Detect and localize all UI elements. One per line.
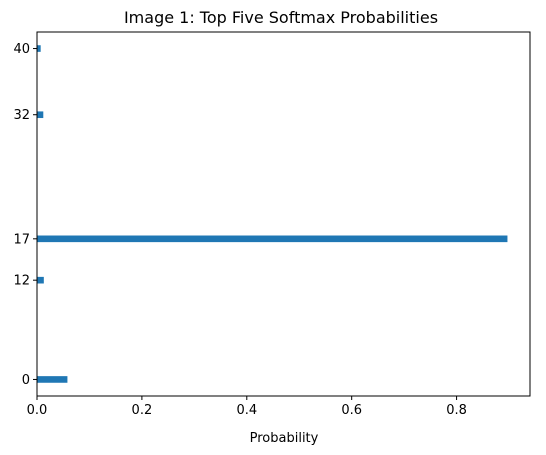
x-axis-ticks: 0.0 0.2 0.4 0.6 0.8 <box>27 396 467 418</box>
bar-17 <box>37 235 508 243</box>
x-axis-label: Probability <box>250 431 319 446</box>
x-tick-label: 0.6 <box>341 403 362 418</box>
x-tick-label: 0.4 <box>236 403 257 418</box>
bar-0 <box>37 376 68 383</box>
x-tick-label: 0.8 <box>446 403 467 418</box>
chart-title: Image 1: Top Five Softmax Probabilities <box>124 8 438 27</box>
bars-group <box>37 45 508 383</box>
y-tick-label: 17 <box>13 232 30 247</box>
y-tick-label: 32 <box>13 108 30 123</box>
y-tick-label: 40 <box>13 42 30 57</box>
bar-12 <box>37 276 44 284</box>
x-tick-label: 0.2 <box>132 403 153 418</box>
bar-32 <box>37 111 44 119</box>
plot-frame <box>36 31 531 397</box>
y-tick-label: 12 <box>13 274 30 289</box>
y-axis-ticks: 0 12 17 32 40 <box>13 42 37 388</box>
x-tick-label: 0.0 <box>27 403 48 418</box>
bar-40 <box>37 45 41 52</box>
y-tick-label: 0 <box>22 373 30 388</box>
